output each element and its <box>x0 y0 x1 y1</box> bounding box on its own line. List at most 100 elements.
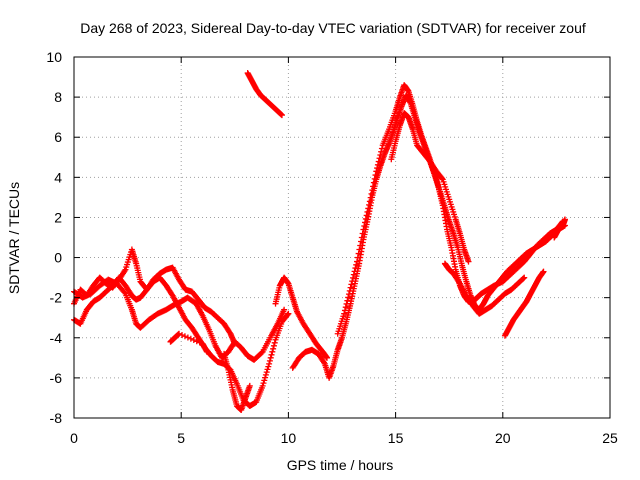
data-point <box>368 190 375 197</box>
data-point <box>259 382 266 389</box>
data-point <box>184 334 191 341</box>
data-point <box>374 161 381 168</box>
data-point <box>278 112 285 119</box>
data-point <box>358 238 365 245</box>
series-track-d <box>221 350 253 413</box>
y-tick-label: 8 <box>54 89 62 105</box>
data-point <box>343 300 350 307</box>
data-point <box>348 281 355 288</box>
series-track-m <box>551 216 568 241</box>
data-point <box>281 306 288 313</box>
data-point <box>270 345 277 352</box>
data-point <box>179 332 186 339</box>
series-track-l <box>501 268 547 339</box>
y-axis-label: SDTVAR / TECUs <box>6 182 22 294</box>
data-point <box>363 212 370 219</box>
series-track-j <box>388 110 472 265</box>
data-point <box>264 366 271 373</box>
y-tick-label: -8 <box>50 410 63 426</box>
data-point <box>270 342 277 349</box>
data-point <box>355 250 362 257</box>
data-point <box>358 234 365 241</box>
data-point <box>360 226 367 233</box>
data-point <box>377 152 384 159</box>
data-point <box>375 158 382 165</box>
data-point <box>353 261 360 268</box>
series-track-k <box>441 260 528 317</box>
data-point <box>190 337 197 344</box>
data-point <box>176 330 183 337</box>
data-point <box>271 339 278 346</box>
data-point <box>246 382 253 389</box>
data-point <box>354 254 361 261</box>
data-point <box>196 339 203 346</box>
data-point <box>261 377 268 384</box>
data-point <box>349 274 356 281</box>
data-point <box>367 194 374 201</box>
data-point <box>269 348 276 355</box>
data-point <box>361 222 368 229</box>
data-point <box>378 148 385 155</box>
data-point <box>267 354 274 361</box>
data-point <box>344 297 351 304</box>
data-point <box>356 246 363 253</box>
data-point <box>376 155 383 162</box>
data-point <box>378 145 385 152</box>
tick-marks <box>73 56 611 419</box>
series-track-b <box>71 274 292 409</box>
x-axis-label: GPS time / hours <box>287 457 394 473</box>
data-point <box>366 198 373 205</box>
data-point <box>285 310 292 317</box>
data-point <box>561 216 568 223</box>
data-point <box>341 310 348 317</box>
series-track-g <box>272 274 330 361</box>
data-point <box>359 230 366 237</box>
data-point <box>357 242 364 249</box>
data-point <box>323 354 330 361</box>
y-tick-label: 10 <box>46 49 62 65</box>
data-point <box>369 187 376 194</box>
data-point <box>351 268 358 275</box>
tick-labels: 0 5 10 15 20 25 -8 -6 -4 -2 0 2 4 6 8 10 <box>46 49 618 446</box>
data-point <box>521 274 528 281</box>
x-tick-label: 20 <box>495 430 511 446</box>
x-tick-label: 15 <box>388 430 404 446</box>
data-point <box>370 179 377 186</box>
data-point <box>263 369 270 376</box>
data-point <box>258 349 265 356</box>
y-tick-label: -6 <box>50 370 63 386</box>
y-tick-label: -4 <box>50 330 63 346</box>
data-point <box>262 371 269 378</box>
x-tick-label: 10 <box>281 430 297 446</box>
data-point <box>520 275 527 282</box>
y-tick-label: 6 <box>54 129 62 145</box>
data-point <box>342 304 349 311</box>
chart-title: Day 268 of 2023, Sidereal Day-to-day VTE… <box>80 20 586 36</box>
data-point <box>265 363 272 370</box>
data-point <box>341 307 348 314</box>
data-point <box>345 294 352 301</box>
plot-border <box>73 56 611 419</box>
data-point <box>349 278 356 285</box>
data-point <box>354 258 361 265</box>
data-point <box>438 175 445 182</box>
data-point <box>203 348 210 355</box>
series-track-f <box>244 70 285 119</box>
data-points <box>71 70 568 413</box>
data-point <box>352 265 359 272</box>
data-point <box>284 311 291 318</box>
data-point <box>372 172 379 179</box>
data-point <box>350 271 357 278</box>
data-point <box>193 338 200 345</box>
series-track-e <box>167 330 210 355</box>
series-track-c <box>71 276 288 363</box>
data-point <box>121 289 128 296</box>
data-point <box>321 359 328 366</box>
data-point <box>260 380 267 387</box>
x-tick-label: 5 <box>177 430 185 446</box>
data-point <box>540 268 547 275</box>
data-point <box>370 183 377 190</box>
data-point <box>365 205 372 212</box>
data-point <box>268 351 275 358</box>
